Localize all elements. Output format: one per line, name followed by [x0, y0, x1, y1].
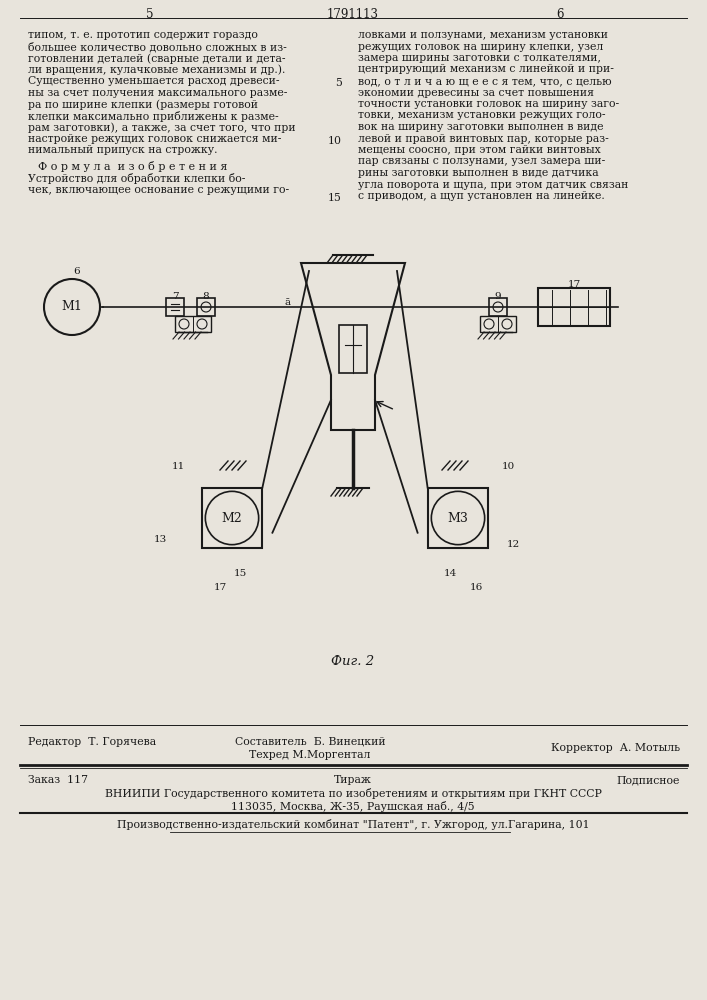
- Text: ны за счет получения максимального разме-: ны за счет получения максимального разме…: [28, 88, 287, 98]
- Text: вок на ширину заготовки выполнен в виде: вок на ширину заготовки выполнен в виде: [358, 122, 604, 132]
- Text: настройке режущих головок снижается ми-: настройке режущих головок снижается ми-: [28, 133, 281, 143]
- Text: 12: 12: [506, 540, 520, 549]
- Text: 1791113: 1791113: [327, 8, 379, 21]
- Text: замера ширины заготовки с толкателями,: замера ширины заготовки с толкателями,: [358, 53, 601, 63]
- Text: большее количество довольно сложных в из-: большее количество довольно сложных в из…: [28, 41, 287, 52]
- Text: 10: 10: [501, 462, 515, 471]
- Text: ловками и ползунами, механизм установки: ловками и ползунами, механизм установки: [358, 30, 608, 40]
- Bar: [538, 288, 610, 326]
- Text: 113035, Москва, Ж-35, Раушская наб., 4/5: 113035, Москва, Ж-35, Раушская наб., 4/5: [231, 801, 475, 812]
- Text: Составитель  Б. Винецкий: Составитель Б. Винецкий: [235, 737, 385, 747]
- Text: вод, о т л и ч а ю щ е е с я тем, что, с целью: вод, о т л и ч а ю щ е е с я тем, что, с…: [358, 76, 612, 86]
- Text: режущих головок на ширину клепки, узел: режущих головок на ширину клепки, узел: [358, 41, 603, 51]
- Text: точности установки головок на ширину заго-: точности установки головок на ширину заг…: [358, 99, 619, 109]
- Text: 11: 11: [171, 462, 185, 471]
- Text: 9: 9: [495, 292, 501, 301]
- Text: 14: 14: [443, 569, 457, 578]
- Text: ā: ā: [285, 298, 291, 307]
- Text: Устройство для обработки клепки бо-: Устройство для обработки клепки бо-: [28, 174, 245, 184]
- Text: 5: 5: [146, 8, 153, 21]
- Bar: [339, 325, 367, 373]
- Text: пар связаны с ползунами, узел замера ши-: пар связаны с ползунами, узел замера ши-: [358, 156, 605, 166]
- Text: ли вращения, кулачковые механизмы и др.).: ли вращения, кулачковые механизмы и др.)…: [28, 64, 286, 75]
- Text: 10: 10: [328, 135, 342, 145]
- Text: 6: 6: [556, 8, 563, 21]
- Text: мещены соосно, при этом гайки винтовых: мещены соосно, при этом гайки винтовых: [358, 145, 601, 155]
- Text: нимальный припуск на строжку.: нимальный припуск на строжку.: [28, 145, 218, 155]
- Text: ВНИИПИ Государственного комитета по изобретениям и открытиям при ГКНТ СССР: ВНИИПИ Государственного комитета по изоб…: [105, 788, 602, 799]
- Text: M2: M2: [221, 512, 243, 524]
- Text: Корректор  А. Мотыль: Корректор А. Мотыль: [551, 743, 680, 753]
- Text: 16: 16: [469, 583, 483, 592]
- Bar: [480, 316, 516, 332]
- Text: экономии древесины за счет повышения: экономии древесины за счет повышения: [358, 88, 594, 98]
- Text: ра по ширине клепки (размеры готовой: ра по ширине клепки (размеры готовой: [28, 99, 258, 110]
- Text: с приводом, а щуп установлен на линейке.: с приводом, а щуп установлен на линейке.: [358, 191, 604, 201]
- Text: Производственно-издательский комбинат "Патент", г. Ужгород, ул.Гагарина, 101: Производственно-издательский комбинат "П…: [117, 819, 590, 830]
- Text: 13: 13: [153, 535, 167, 544]
- Bar: [489, 298, 507, 316]
- Text: чек, включающее основание с режущими го-: чек, включающее основание с режущими го-: [28, 185, 289, 195]
- Text: 17: 17: [568, 280, 580, 289]
- Text: 15: 15: [328, 193, 342, 203]
- Text: 6: 6: [74, 267, 81, 276]
- Text: Заказ  117: Заказ 117: [28, 775, 88, 785]
- Text: Техред М.Моргентал: Техред М.Моргентал: [250, 750, 370, 760]
- Text: 7: 7: [172, 292, 178, 301]
- Text: 17: 17: [214, 583, 227, 592]
- Text: 8: 8: [203, 292, 209, 301]
- Text: Редактор  Т. Горячева: Редактор Т. Горячева: [28, 737, 156, 747]
- Text: 15: 15: [233, 569, 247, 578]
- Text: Подписное: Подписное: [617, 775, 680, 785]
- Text: левой и правой винтовых пар, которые раз-: левой и правой винтовых пар, которые раз…: [358, 133, 609, 143]
- Bar: [166, 298, 184, 316]
- Text: клепки максимально приближены к разме-: клепки максимально приближены к разме-: [28, 110, 279, 121]
- Text: товки, механизм установки режущих голо-: товки, механизм установки режущих голо-: [358, 110, 605, 120]
- Text: готовлении деталей (сварные детали и дета-: готовлении деталей (сварные детали и дет…: [28, 53, 286, 64]
- Text: M3: M3: [448, 512, 469, 524]
- Text: угла поворота и щупа, при этом датчик связан: угла поворота и щупа, при этом датчик св…: [358, 180, 629, 190]
- Text: Существенно уменьшается расход древеси-: Существенно уменьшается расход древеси-: [28, 76, 279, 86]
- Bar: [197, 298, 215, 316]
- Text: рины заготовки выполнен в виде датчика: рины заготовки выполнен в виде датчика: [358, 168, 599, 178]
- Text: Фиг. 2: Фиг. 2: [332, 655, 375, 668]
- Text: 5: 5: [335, 78, 342, 88]
- Text: Ф о р м у л а  и з о б р е т е н и я: Ф о р м у л а и з о б р е т е н и я: [38, 160, 228, 172]
- Text: центрирующий механизм с линейкой и при-: центрирующий механизм с линейкой и при-: [358, 64, 614, 75]
- Text: рам заготовки), а также, за счет того, что при: рам заготовки), а также, за счет того, ч…: [28, 122, 296, 133]
- Text: типом, т. е. прототип содержит гораздо: типом, т. е. прототип содержит гораздо: [28, 30, 258, 40]
- Bar: [175, 316, 211, 332]
- Text: Тираж: Тираж: [334, 775, 372, 785]
- Text: M1: M1: [62, 300, 83, 314]
